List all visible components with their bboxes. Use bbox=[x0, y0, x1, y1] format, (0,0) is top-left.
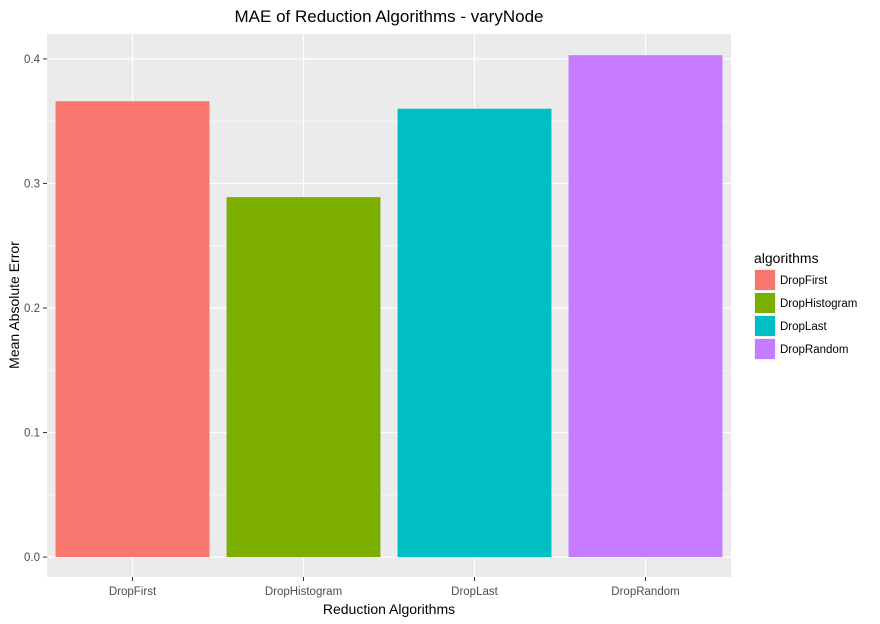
legend-label: DropLast bbox=[780, 321, 827, 333]
x-axis-label: Reduction Algorithms bbox=[323, 601, 455, 617]
legend-label: DropFirst bbox=[780, 275, 828, 287]
bar-dropfirst bbox=[55, 101, 210, 558]
legend-items: DropFirst DropHistogram DropLast DropRandom bbox=[754, 269, 857, 360]
legend-swatch bbox=[755, 316, 775, 336]
y-tick-label: 0.2 bbox=[24, 303, 40, 315]
y-tick-label: 0.3 bbox=[24, 178, 40, 190]
x-axis-ticks: DropFirst DropHistogram DropLast DropRandom bbox=[109, 577, 680, 598]
y-tick-label: 0.1 bbox=[24, 428, 40, 440]
bar-drophistogram bbox=[226, 197, 381, 558]
x-tick-label: DropLast bbox=[451, 586, 498, 598]
x-tick-label: DropFirst bbox=[109, 586, 157, 598]
legend: algorithms DropFirst DropHistogram DropLas… bbox=[754, 250, 857, 360]
y-axis-ticks: 0.0 0.1 0.2 0.3 0.4 bbox=[24, 54, 47, 564]
chart-title: MAE of Reduction Algorithms - varyNode bbox=[235, 7, 544, 26]
legend-label: DropRandom bbox=[780, 344, 848, 356]
legend-swatch bbox=[755, 270, 775, 290]
legend-title: algorithms bbox=[754, 250, 819, 266]
y-tick-label: 0.4 bbox=[24, 54, 41, 66]
legend-swatch bbox=[755, 293, 775, 313]
x-tick-label: DropRandom bbox=[611, 586, 679, 598]
bar-droplast bbox=[397, 108, 552, 558]
x-tick-label: DropHistogram bbox=[265, 586, 342, 598]
legend-swatch bbox=[755, 339, 775, 359]
bars bbox=[55, 55, 723, 558]
bar-droprandom bbox=[568, 55, 723, 558]
legend-label: DropHistogram bbox=[780, 298, 857, 310]
y-axis-label: Mean Absolute Error bbox=[6, 241, 22, 369]
y-tick-label: 0.0 bbox=[24, 552, 40, 564]
